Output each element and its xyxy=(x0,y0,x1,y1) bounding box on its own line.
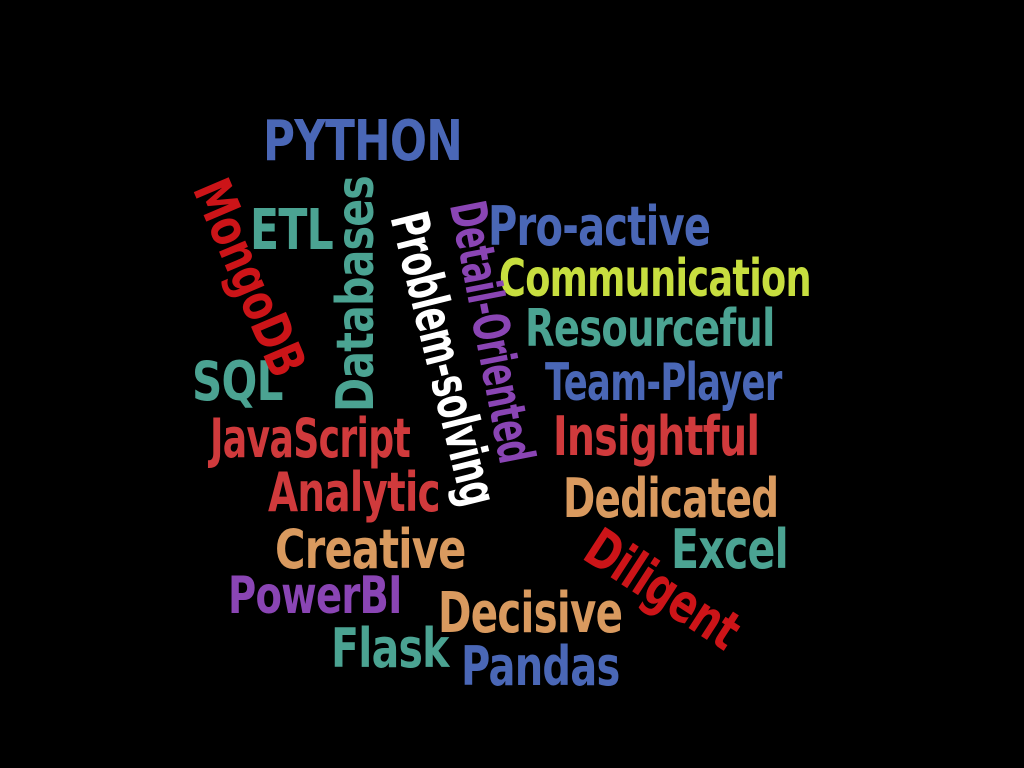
word-pandas: Pandas xyxy=(461,635,620,698)
word-decisive: Decisive xyxy=(438,581,623,646)
word-javascript: JavaScript xyxy=(210,407,411,470)
word-databases: Databases xyxy=(326,176,386,412)
word-powerbi: PowerBI xyxy=(228,566,402,626)
word-insightful: Insightful xyxy=(553,405,760,468)
word-excel: Excel xyxy=(671,518,789,581)
word-resourceful: Resourceful xyxy=(525,299,775,359)
word-python: PYTHON xyxy=(263,109,463,174)
word-team-player: Team-Player xyxy=(545,353,782,413)
word-dedicated: Dedicated xyxy=(563,467,779,530)
word-etl: ETL xyxy=(250,198,334,263)
word-creative: Creative xyxy=(275,518,466,581)
word-analytic: Analytic xyxy=(268,461,441,524)
word-flask: Flask xyxy=(331,617,449,680)
word-pro-active: Pro-active xyxy=(488,195,711,258)
word-sql: SQL xyxy=(192,350,283,413)
word-communication: Communication xyxy=(499,249,812,309)
